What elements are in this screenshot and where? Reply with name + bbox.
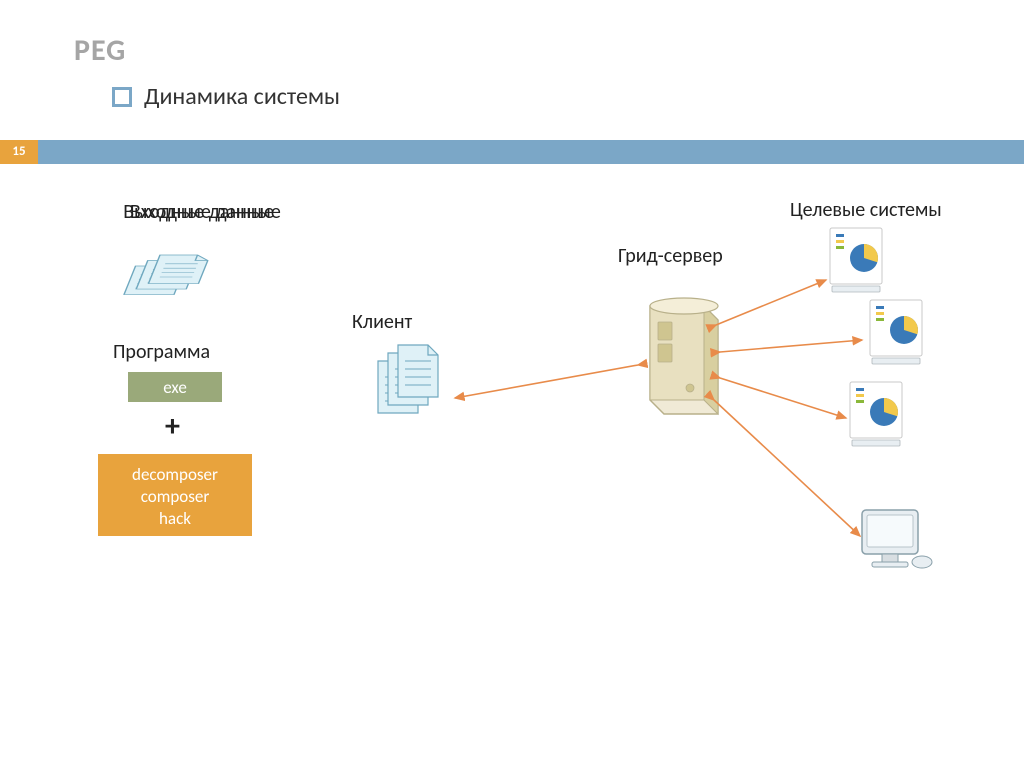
client-docs-icon bbox=[378, 345, 438, 413]
target-monitor-icon bbox=[862, 510, 932, 568]
target-system-2-icon bbox=[870, 300, 922, 364]
target-system-1-icon bbox=[830, 228, 882, 292]
target-system-3-icon bbox=[850, 382, 902, 446]
server-icon bbox=[650, 298, 718, 414]
input-docs-icon bbox=[124, 255, 210, 295]
diagram-canvas bbox=[0, 0, 1024, 768]
